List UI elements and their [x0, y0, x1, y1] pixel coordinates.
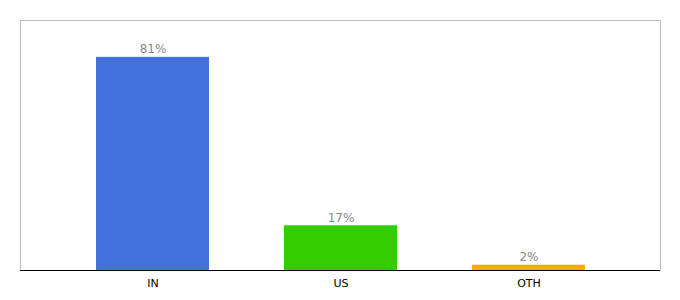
svg-text:US: US [333, 277, 348, 290]
svg-text:17%: 17% [328, 211, 355, 225]
svg-text:81%: 81% [140, 42, 167, 56]
svg-text:IN: IN [147, 277, 158, 290]
svg-text:2%: 2% [519, 250, 538, 264]
svg-text:OTH: OTH [517, 277, 541, 290]
